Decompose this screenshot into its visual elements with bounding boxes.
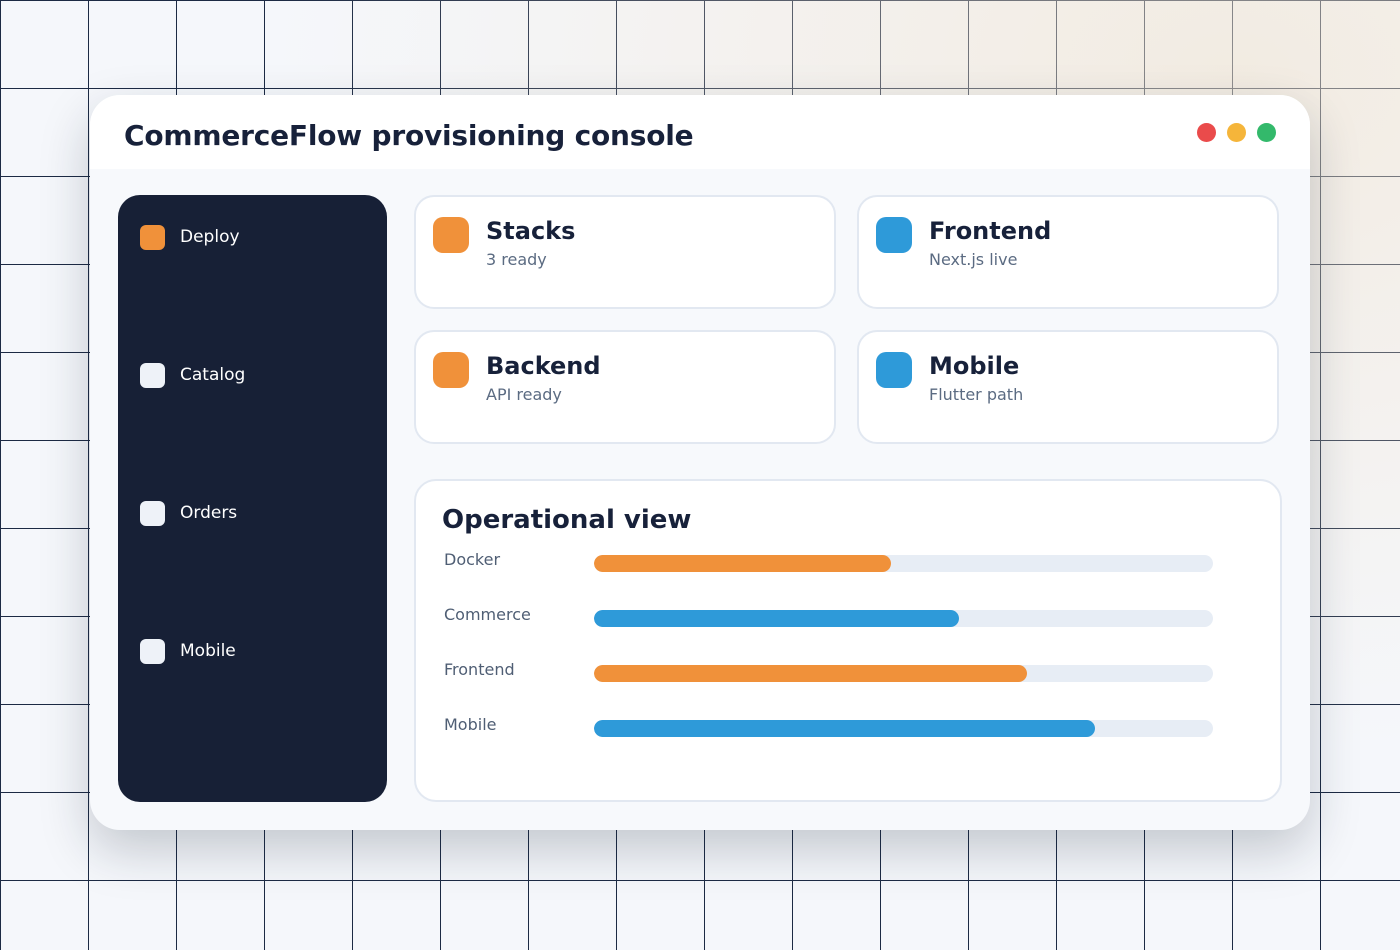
backend-icon xyxy=(433,352,469,388)
progress-label: Frontend xyxy=(444,660,515,679)
sidebar-item-deploy[interactable]: Deploy xyxy=(140,224,240,250)
sidebar: Deploy Catalog Orders Mobile xyxy=(118,195,387,802)
card-stacks[interactable]: Stacks 3 ready xyxy=(414,195,836,309)
card-subtitle: API ready xyxy=(486,385,562,404)
card-mobile[interactable]: Mobile Flutter path xyxy=(857,330,1279,444)
sidebar-item-catalog[interactable]: Catalog xyxy=(140,362,245,388)
frontend-icon xyxy=(876,217,912,253)
card-frontend[interactable]: Frontend Next.js live xyxy=(857,195,1279,309)
catalog-icon xyxy=(140,362,165,388)
app-window: CommerceFlow provisioning console Deploy… xyxy=(90,95,1310,830)
panel-title: Operational view xyxy=(442,505,692,535)
progress-track xyxy=(594,720,1213,737)
progress-row-docker: Docker xyxy=(444,550,1234,578)
sidebar-item-label: Mobile xyxy=(180,641,236,661)
progress-label: Mobile xyxy=(444,715,497,734)
card-title: Backend xyxy=(486,352,601,380)
window-title: CommerceFlow provisioning console xyxy=(124,119,694,152)
progress-fill xyxy=(594,610,960,627)
card-title: Frontend xyxy=(929,217,1052,245)
title-bar: CommerceFlow provisioning console xyxy=(90,95,1310,169)
progress-fill xyxy=(594,665,1028,682)
progress-label: Docker xyxy=(444,550,501,569)
card-subtitle: Flutter path xyxy=(929,385,1024,404)
mobile-icon xyxy=(876,352,912,388)
progress-track xyxy=(594,665,1213,682)
sidebar-item-orders[interactable]: Orders xyxy=(140,500,237,526)
minimize-window-button[interactable] xyxy=(1227,123,1246,142)
progress-row-commerce: Commerce xyxy=(444,605,1234,633)
progress-fill xyxy=(594,720,1096,737)
card-subtitle: Next.js live xyxy=(929,250,1018,269)
progress-track xyxy=(594,610,1213,627)
sidebar-item-label: Orders xyxy=(180,503,238,523)
progress-fill xyxy=(594,555,892,572)
orders-icon xyxy=(140,500,165,526)
stacks-icon xyxy=(433,217,469,253)
card-subtitle: 3 ready xyxy=(486,250,547,269)
sidebar-item-label: Deploy xyxy=(180,227,240,247)
progress-row-frontend: Frontend xyxy=(444,660,1234,688)
close-window-button[interactable] xyxy=(1197,123,1216,142)
progress-track xyxy=(594,555,1213,572)
sidebar-item-mobile[interactable]: Mobile xyxy=(140,638,236,664)
mobile-icon xyxy=(140,638,165,664)
card-title: Mobile xyxy=(929,352,1020,380)
card-backend[interactable]: Backend API ready xyxy=(414,330,836,444)
operational-view-panel: Operational view Docker Commerce Fronten… xyxy=(414,479,1282,802)
sidebar-item-label: Catalog xyxy=(180,365,246,385)
maximize-window-button[interactable] xyxy=(1257,123,1276,142)
progress-label: Commerce xyxy=(444,605,531,624)
deploy-icon xyxy=(140,224,165,250)
card-title: Stacks xyxy=(486,217,576,245)
progress-row-mobile: Mobile xyxy=(444,715,1234,743)
